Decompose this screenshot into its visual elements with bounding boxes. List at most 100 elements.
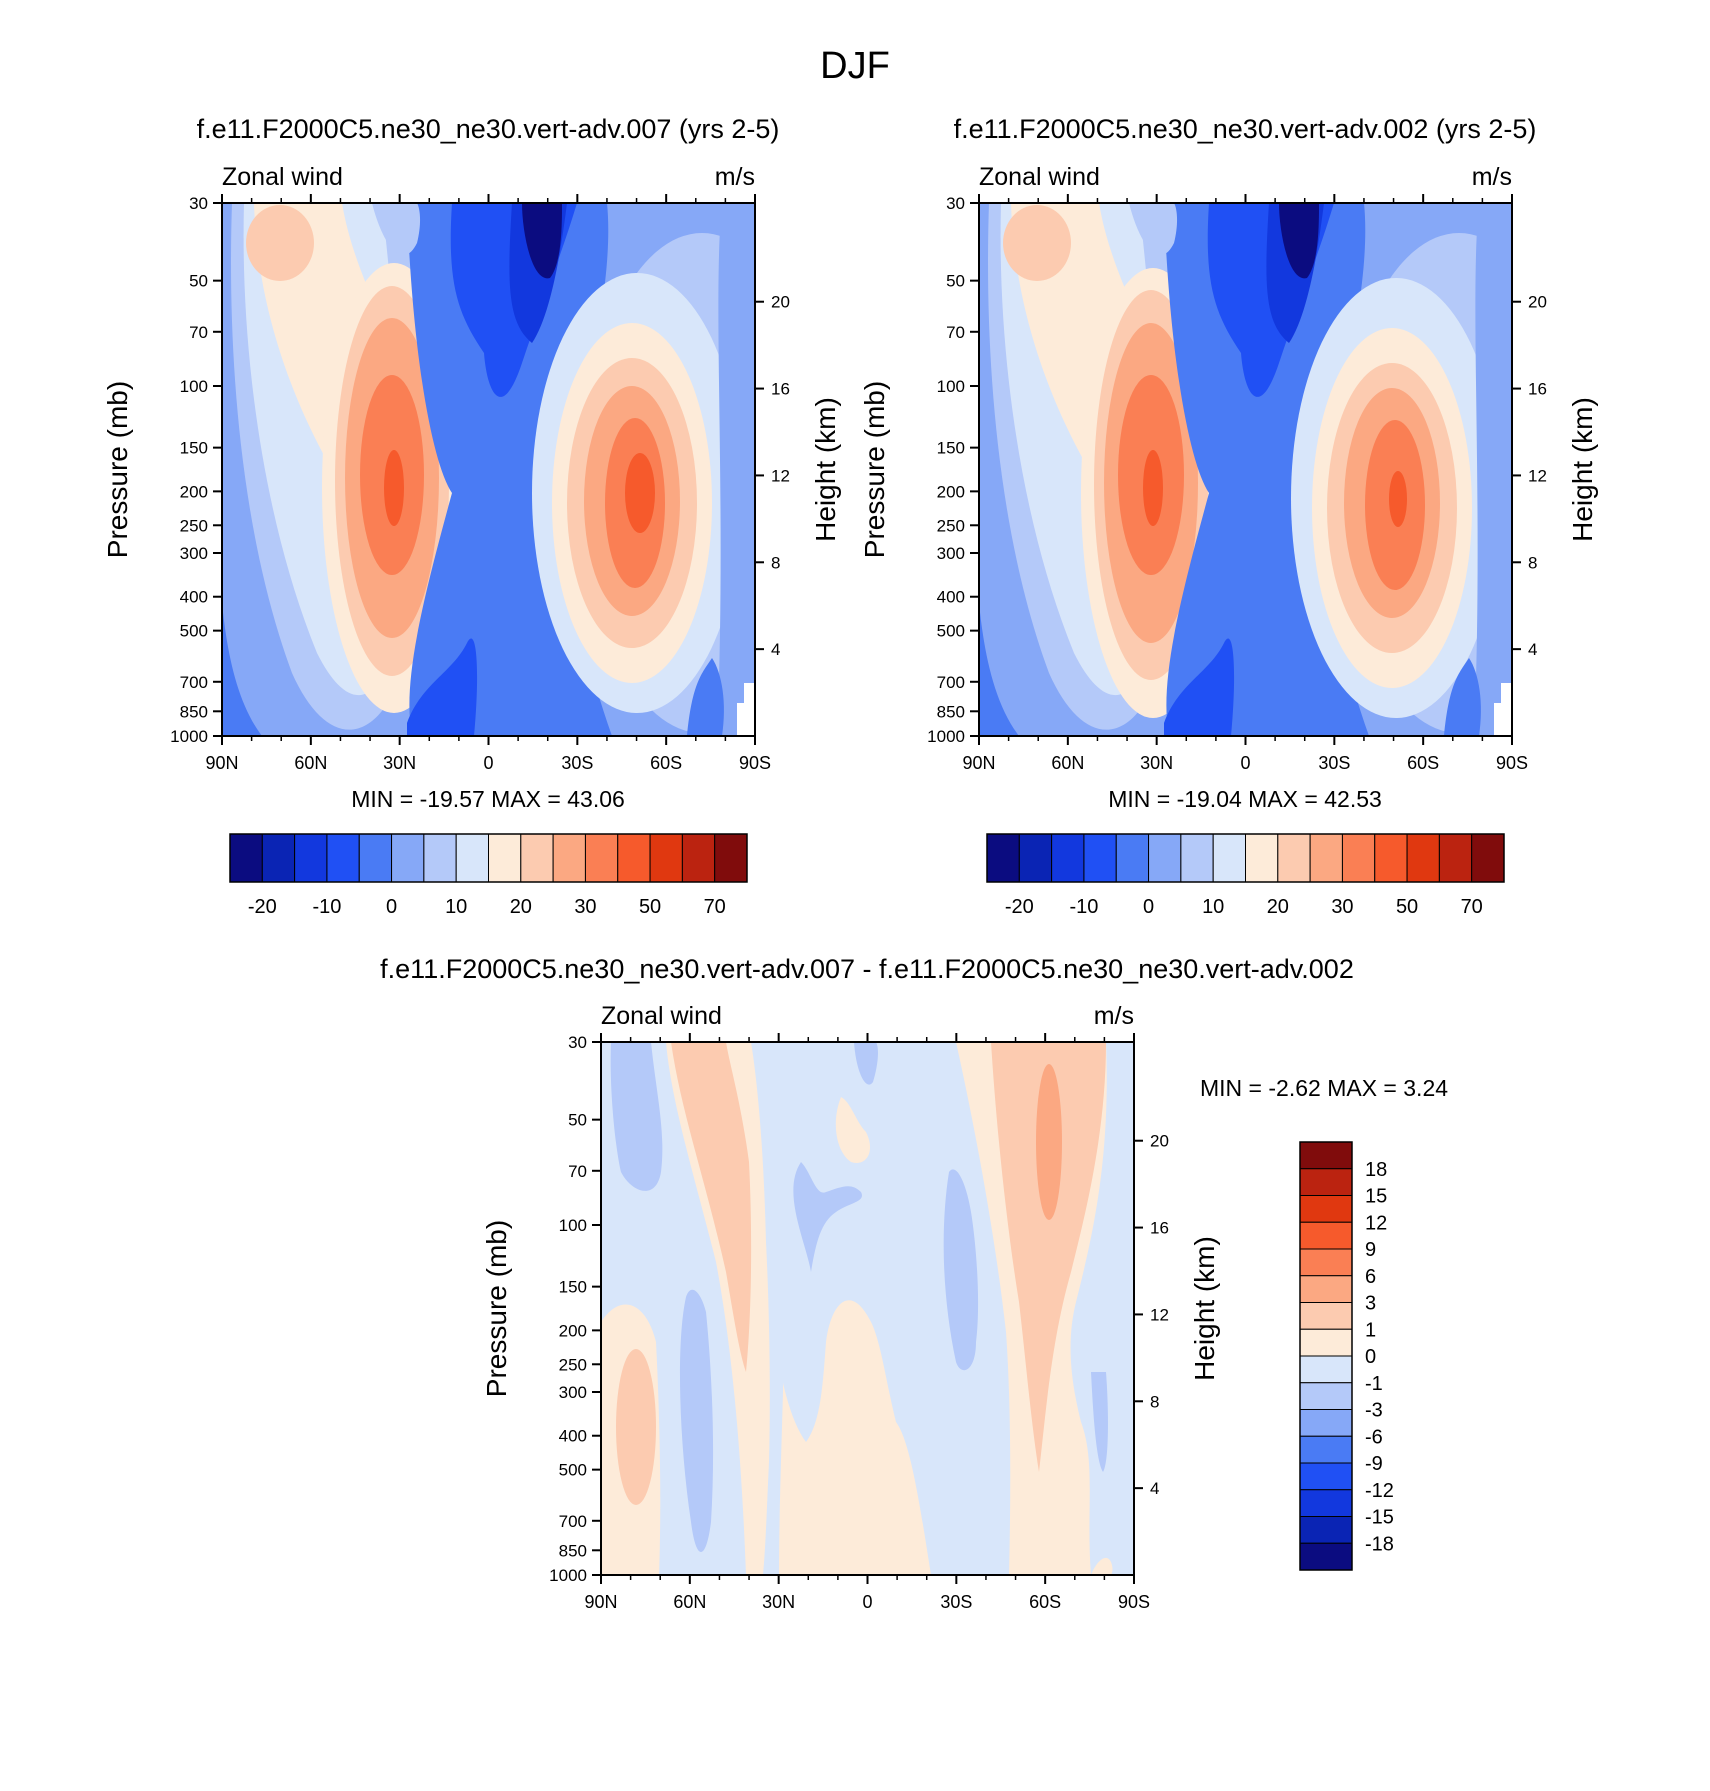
y-tick-label: 300 [180,544,208,563]
colorbar-label: 6 [1365,1266,1376,1288]
contour-band [1444,658,1481,736]
colorbar-box [1115,833,1150,883]
x-tick-label: 30S [561,753,593,773]
y2-tick-label: 16 [1150,1219,1169,1238]
x-tick-label: 90N [962,753,995,773]
panel-1-variable-label: Zonal wind [222,163,343,191]
contour-band [625,453,655,533]
y2-tick-label: 4 [1528,640,1537,659]
y-tick-label: 150 [180,439,208,458]
contour-band [687,658,724,736]
y2-tick-label: 16 [771,380,790,399]
colorbar-box [552,833,586,883]
colorbar-frame [986,833,1505,883]
x-tick-label: 60N [294,753,327,773]
colorbar-box [229,833,263,883]
panel-3-title: f.e11.F2000C5.ne30_ne30.vert-adv.007 - f… [380,954,1354,984]
contour-band [991,1042,1106,1472]
panel-3-max-value: 3.24 [1403,1075,1448,1101]
colorbar-label: 50 [639,896,661,918]
panel-1: f.e11.F2000C5.ne30_ne30.vert-adv.007 (yr… [102,114,841,918]
colorbar-box [1277,833,1311,883]
contour-band [1003,205,1071,281]
y-axis-title: Pressure (mb) [102,381,133,558]
y-tick-label: 700 [559,1512,587,1531]
y-tick-label: 700 [937,673,965,692]
contour-band [522,203,562,279]
colorbar-label: 30 [574,896,596,918]
y2-axis-title: Height (km) [1189,1236,1220,1381]
panel-3-variable-label: Zonal wind [601,1002,722,1030]
y2-tick-label: 20 [1150,1132,1169,1151]
colorbar-box [1309,833,1343,883]
colorbar-label: 0 [1365,1346,1376,1368]
y2-tick-label: 8 [1150,1392,1159,1411]
contour-band [616,1349,656,1505]
y-tick-label: 400 [559,1427,587,1446]
x-tick-label: 60S [1407,753,1439,773]
x-tick-label: 30S [940,1592,972,1612]
panel-2: f.e11.F2000C5.ne30_ne30.vert-adv.002 (yr… [859,114,1598,918]
y-tick-label: 100 [937,377,965,396]
panel-3-min-value: -2.62 [1268,1075,1320,1101]
colorbar-box [1374,833,1408,883]
x-tick-label: 60S [1029,1592,1061,1612]
y-tick-label: 30 [568,1033,587,1052]
x-tick-label: 30N [762,1592,795,1612]
min-prefix: MIN = [1108,786,1176,812]
colorbar-label: 50 [1396,896,1418,918]
colorbar-label: -6 [1365,1426,1383,1448]
colorbar-label: 10 [445,896,467,918]
colorbar-box [261,833,296,883]
panel-1-axes: 30 50 70 100 150 200 250 300 400 500 700 850 1000 20 1… [102,194,841,773]
contour-band [751,1042,784,1575]
y-tick-label: 1000 [170,727,208,746]
colorbar-label: 20 [510,896,532,918]
colorbar-box [1299,1355,1353,1384]
colorbar-box [1299,1248,1353,1277]
y2-tick-label: 12 [1528,466,1547,485]
colorbar-label: 3 [1365,1293,1376,1315]
contour-fill-layer-1 [222,203,755,736]
y2-tick-label: 16 [1528,380,1547,399]
colorbar-box [1299,1275,1353,1303]
colorbar-label: -1 [1365,1373,1383,1395]
colorbar-box [1471,833,1505,883]
panel-2-title: f.e11.F2000C5.ne30_ne30.vert-adv.002 (yr… [954,114,1537,144]
y-tick-label: 100 [559,1216,587,1235]
y-tick-label: 30 [189,194,208,213]
colorbar-box [1341,833,1376,883]
max-prefix: MAX = [1242,786,1324,812]
colorbar-box [649,833,683,883]
colorbar-box [1051,833,1085,883]
x-tick-label: 0 [1240,753,1250,773]
y-tick-label: 50 [946,272,965,291]
y-tick-label: 1000 [927,727,965,746]
y-tick-label: 500 [559,1461,587,1480]
contour-band [671,1042,752,1372]
y-tick-label: 850 [180,702,208,721]
contour-band [1474,203,1512,736]
y-tick-label: 200 [180,482,208,501]
y2-axis-title: Height (km) [1567,397,1598,542]
colorbar-label: 12 [1365,1212,1387,1234]
panel-2-min-value: -19.04 [1177,786,1242,812]
colorbar-box [520,833,554,883]
y2-tick-label: 4 [771,640,780,659]
colorbar-box [1299,1409,1353,1437]
x-tick-label: 0 [862,1592,872,1612]
colorbar-label: 0 [386,896,397,918]
y-tick-label: 150 [559,1278,587,1297]
colorbar-box [1299,1302,1353,1330]
y2-tick-label: 8 [771,553,780,572]
colorbar-label: 30 [1331,896,1353,918]
contour-band [737,683,755,736]
contour-band [717,203,755,736]
colorbar-label: -10 [1069,896,1098,918]
contour-band [679,1289,714,1552]
colorbar-box [1299,1221,1353,1250]
colorbar-label: 70 [1461,896,1483,918]
contour-band [610,1042,663,1191]
contour-fill-layer-3 [601,1042,1134,1575]
